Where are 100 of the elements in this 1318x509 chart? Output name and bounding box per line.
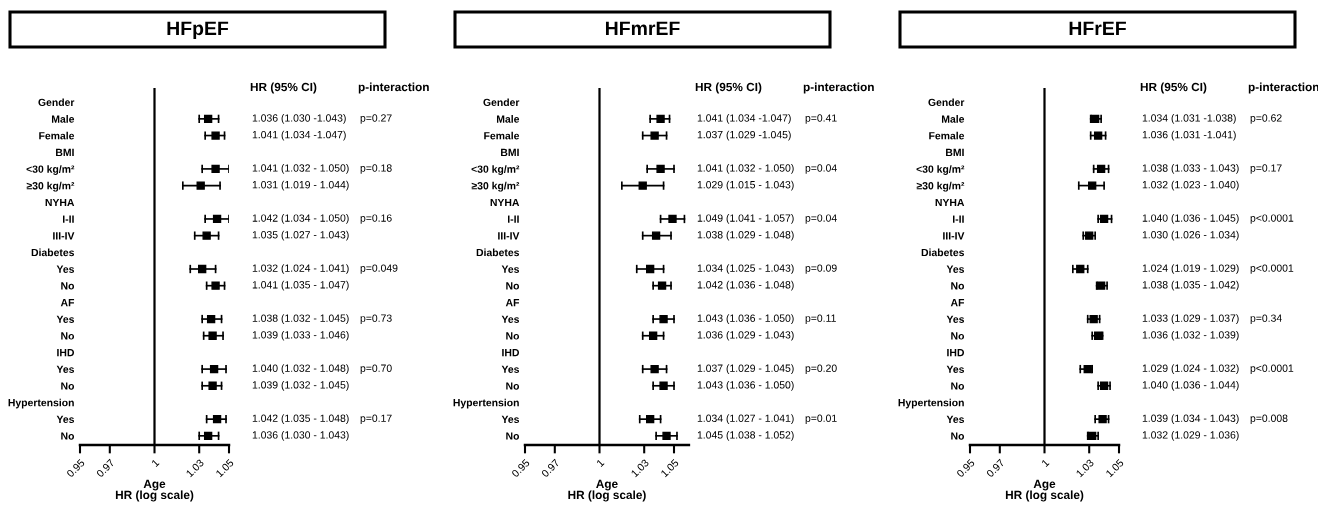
y-tick-label: No bbox=[951, 432, 965, 440]
text: p-interaction bbox=[803, 82, 874, 94]
data-label: 1.034 (1.025 - 1.043) bbox=[697, 264, 794, 274]
text: p=0.04 bbox=[805, 164, 837, 174]
y-tick-label: Yes bbox=[56, 415, 75, 424]
text: p=0.27 bbox=[360, 114, 392, 124]
y-tick-label: BMI bbox=[56, 148, 74, 156]
data-label: 1.032 (1.029 - 1.036) bbox=[1142, 430, 1239, 441]
y-tick-label: ≥30 kg/m² bbox=[471, 181, 520, 192]
y-tick-label: <30 kg/m² bbox=[26, 165, 75, 175]
y-tick-label: Hypertension bbox=[8, 398, 74, 409]
text: p<0.0001 bbox=[1250, 364, 1294, 374]
data-label: 1.042 (1.035 - 1.048) bbox=[252, 414, 349, 424]
data-label: 1.045 (1.038 - 1.052) bbox=[697, 430, 794, 441]
data-label: 1.030 (1.026 - 1.034) bbox=[1142, 230, 1239, 241]
y-tick-label: No bbox=[506, 282, 520, 290]
y-tick-label: No bbox=[951, 382, 965, 390]
data-label: 1.032 (1.024 - 1.041) bbox=[252, 264, 349, 274]
data-label: 1.036 (1.032 - 1.039) bbox=[1142, 330, 1239, 341]
text: p=0.11 bbox=[805, 314, 836, 324]
text: p=0.73 bbox=[360, 314, 392, 324]
y-tick-label: Yes bbox=[946, 265, 965, 273]
data-label: 1.043 (1.036 - 1.050) bbox=[697, 314, 794, 324]
y-tick-label: Yes bbox=[501, 365, 520, 373]
y-tick-label: ≥30 kg/m² bbox=[916, 181, 965, 192]
y-tick-label: No bbox=[951, 282, 965, 290]
text: p=0.62 bbox=[1250, 114, 1282, 124]
text: p=0.01 bbox=[805, 414, 837, 424]
y-tick-label: NYHA bbox=[935, 198, 965, 207]
text: HR (95% CI) bbox=[250, 82, 317, 94]
x-axis-title: Age HR (log scale) bbox=[1005, 479, 1084, 502]
text: p=0.17 bbox=[360, 414, 392, 424]
y-tick-label: Hypertension bbox=[453, 398, 519, 409]
x-tick-label: 1 bbox=[1041, 458, 1050, 468]
data-label: 1.033 (1.029 - 1.037) bbox=[1142, 314, 1239, 324]
y-tick-label: Yes bbox=[946, 415, 965, 424]
y-tick-label: No bbox=[506, 332, 520, 340]
data-label: 1.036 (1.031 -1.041) bbox=[1142, 130, 1236, 141]
data-label: 1.038 (1.035 - 1.042) bbox=[1142, 280, 1239, 291]
data-label: 1.036 (1.030 - 1.043) bbox=[252, 430, 349, 441]
data-label: 1.041 (1.032 - 1.050) bbox=[252, 164, 349, 174]
data-label: 1.032 (1.023 - 1.040) bbox=[1142, 180, 1239, 191]
y-tick-label: No bbox=[951, 332, 965, 340]
data-label: 1.031 (1.019 - 1.044) bbox=[252, 180, 349, 191]
text: p=0.41 bbox=[805, 114, 837, 124]
data-label: 1.029 (1.015 - 1.043) bbox=[697, 180, 794, 191]
data-label: 1.039 (1.033 - 1.046) bbox=[252, 330, 349, 341]
data-label: 1.037 (1.029 -1.045) bbox=[697, 130, 791, 141]
y-tick-label: I-II bbox=[507, 215, 519, 223]
data-label: 1.024 (1.019 - 1.029) bbox=[1142, 264, 1239, 274]
y-tick-label: IHD bbox=[57, 349, 75, 357]
data-label: 1.042 (1.036 - 1.048) bbox=[697, 280, 794, 291]
y-tick-label: Yes bbox=[946, 315, 965, 323]
data-label: 1.039 (1.034 - 1.043) bbox=[1142, 414, 1239, 424]
y-tick-label: Diabetes bbox=[921, 248, 965, 257]
y-tick-label: Gender bbox=[38, 98, 75, 107]
y-tick-label: Yes bbox=[56, 365, 75, 373]
y-tick-label: Gender bbox=[928, 98, 965, 107]
data-label: 1.041 (1.035 - 1.047) bbox=[252, 280, 349, 291]
y-tick-label: Yes bbox=[501, 415, 520, 424]
data-label: 1.038 (1.033 - 1.043) bbox=[1142, 164, 1239, 174]
y-tick-label: Male bbox=[941, 115, 965, 123]
text: p=0.09 bbox=[805, 264, 837, 274]
y-tick-label: Diabetes bbox=[31, 248, 75, 257]
data-label: 1.040 (1.032 - 1.048) bbox=[252, 364, 349, 374]
y-tick-label: Female bbox=[39, 131, 75, 140]
y-tick-label: No bbox=[61, 332, 75, 340]
y-tick-label: III-IV bbox=[53, 232, 75, 240]
text: p=0.04 bbox=[805, 214, 837, 224]
data-label: 1.041 (1.032 - 1.050) bbox=[697, 164, 794, 174]
data-label: 1.049 (1.041 - 1.057) bbox=[697, 214, 794, 224]
text: p=0.70 bbox=[360, 364, 392, 374]
data-label: 1.038 (1.029 - 1.048) bbox=[697, 230, 794, 241]
data-label: 1.029 (1.024 - 1.032) bbox=[1142, 364, 1239, 374]
y-tick-label: III-IV bbox=[498, 232, 520, 240]
data-label: 1.036 (1.029 - 1.043) bbox=[697, 330, 794, 341]
data-label: 1.039 (1.032 - 1.045) bbox=[252, 380, 349, 391]
text: p-interaction bbox=[358, 82, 429, 94]
y-tick-label: Diabetes bbox=[476, 248, 520, 257]
y-tick-label: AF bbox=[60, 298, 75, 307]
data-label: 1.041 (1.034 -1.047) bbox=[252, 130, 346, 141]
y-tick-label: Gender bbox=[483, 98, 520, 107]
y-tick-label: Male bbox=[51, 115, 75, 123]
y-tick-label: Female bbox=[929, 131, 965, 140]
text: p=0.18 bbox=[360, 164, 392, 174]
y-tick-label: III-IV bbox=[943, 232, 965, 240]
y-tick-label: Yes bbox=[56, 265, 75, 273]
chart-title: HFmrEF bbox=[605, 21, 680, 36]
y-tick-label: No bbox=[506, 432, 520, 440]
x-axis-title: Age HR (log scale) bbox=[568, 479, 646, 502]
text: p-interaction bbox=[1248, 82, 1318, 94]
y-tick-label: No bbox=[61, 382, 75, 390]
y-tick-label: NYHA bbox=[490, 198, 520, 207]
chart-title: HFrEF bbox=[1069, 21, 1126, 36]
y-tick-label: AF bbox=[950, 298, 965, 307]
y-tick-label: No bbox=[61, 282, 75, 290]
y-tick-label: IHD bbox=[947, 349, 965, 357]
y-tick-label: BMI bbox=[501, 148, 519, 156]
data-label: 1.040 (1.036 - 1.045) bbox=[1142, 214, 1239, 224]
text: HR (95% CI) bbox=[695, 82, 762, 94]
